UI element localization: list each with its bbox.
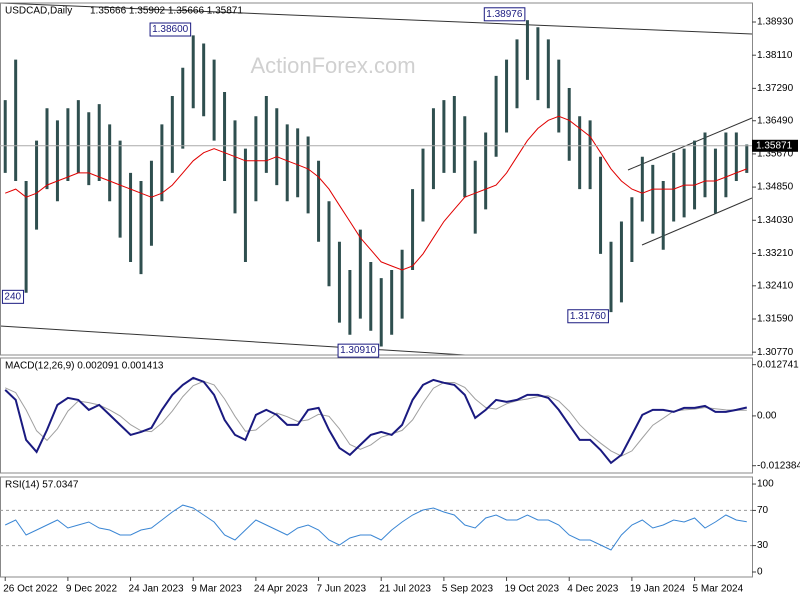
price-label-box bbox=[149, 22, 192, 37]
price-label: 1.38976 bbox=[486, 9, 523, 20]
y-tick-label: 1.36490 bbox=[757, 115, 794, 126]
price-label-box bbox=[483, 7, 526, 22]
macd-line bbox=[4, 376, 748, 465]
x-tick-label: 24 Jan 2023 bbox=[129, 584, 184, 595]
panel-title: MACD(12,26,9) 0.002091 0.001413 bbox=[5, 361, 164, 372]
x-tick-label: 7 Jun 2023 bbox=[317, 584, 367, 595]
x-tick-label: 5 Sep 2023 bbox=[442, 584, 494, 595]
x-tick-label: 9 Dec 2022 bbox=[66, 584, 118, 595]
trend-line bbox=[0, 2, 753, 35]
price-label: 1.31760 bbox=[570, 311, 607, 322]
panel-title: RSI(14) 57.0347 bbox=[5, 480, 79, 491]
x-tick-label: 26 Oct 2022 bbox=[3, 584, 58, 595]
y-tick-label: 1.32410 bbox=[757, 280, 794, 291]
x-tick-label: 9 Mar 2023 bbox=[191, 584, 242, 595]
x-tick-label: 24 Apr 2023 bbox=[254, 584, 308, 595]
y-tick-label: 70 bbox=[757, 505, 769, 516]
y-tick-label: 1.38110 bbox=[757, 50, 793, 61]
y-tick-label: 0.00 bbox=[757, 411, 777, 422]
last-price-label: 1.35871 bbox=[756, 140, 793, 151]
panel-frame bbox=[0, 476, 753, 578]
price-label-box bbox=[1, 289, 25, 304]
price-label-box bbox=[567, 309, 609, 324]
price-label: 240 bbox=[4, 291, 21, 302]
trend-line bbox=[641, 197, 753, 246]
x-tick-label: 21 Jul 2023 bbox=[379, 584, 431, 595]
trend-line bbox=[0, 325, 466, 356]
x-tick-label: 19 Oct 2023 bbox=[505, 584, 560, 595]
y-tick-label: 1.34850 bbox=[757, 182, 794, 193]
panel-title: USDCAD,Daily bbox=[5, 6, 72, 17]
y-tick-label: 1.35670 bbox=[757, 149, 794, 160]
x-tick-label: 4 Dec 2023 bbox=[567, 584, 619, 595]
y-tick-label: 1.33210 bbox=[757, 248, 794, 259]
price-label-box bbox=[337, 343, 380, 358]
trend-line bbox=[627, 117, 753, 171]
y-tick-label: 30 bbox=[757, 540, 769, 551]
x-tick-label: 5 Mar 2024 bbox=[693, 584, 744, 595]
price-label: 1.38600 bbox=[152, 24, 189, 35]
moving-average bbox=[5, 115, 747, 271]
y-tick-label: -0.012384 bbox=[757, 460, 800, 471]
y-tick-label: 0.012741 bbox=[757, 359, 799, 370]
y-tick-label: 1.31590 bbox=[757, 314, 794, 325]
rsi-line bbox=[4, 504, 747, 551]
y-tick-label: 1.34030 bbox=[757, 215, 794, 226]
last-price-box bbox=[752, 139, 798, 152]
y-tick-label: 1.37290 bbox=[757, 83, 794, 94]
y-tick-label: 100 bbox=[757, 479, 774, 490]
y-tick-label: 1.38930 bbox=[757, 17, 794, 28]
x-tick-label: 19 Jan 2024 bbox=[630, 584, 685, 595]
signal-line bbox=[4, 380, 747, 457]
price-label: 1.30910 bbox=[340, 345, 377, 356]
watermark: ActionForex.com bbox=[250, 53, 415, 78]
y-tick-label: 1.30770 bbox=[757, 347, 794, 358]
price-header: 1.35666 1.35902 1.35666 1.35871 bbox=[90, 6, 243, 17]
y-tick-label: 0 bbox=[757, 567, 763, 578]
